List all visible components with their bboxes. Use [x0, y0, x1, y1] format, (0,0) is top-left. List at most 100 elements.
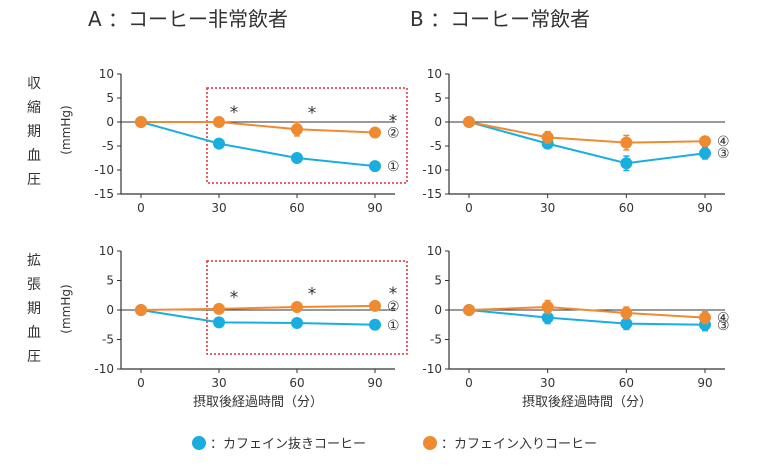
significance-asterisk: *: [389, 112, 398, 132]
y-tick-label: 0: [106, 303, 114, 317]
significance-box: [206, 260, 408, 355]
row-label-char: 圧: [27, 172, 41, 188]
row-label-char: 期: [27, 124, 41, 140]
y-tick-label: 5: [434, 91, 442, 105]
data-point: [135, 116, 147, 128]
data-point: [369, 318, 381, 331]
data-point: [213, 137, 225, 150]
x-tick-label: 60: [619, 201, 634, 215]
series-marker-label: ②: [387, 126, 400, 142]
y-tick-label: 10: [427, 244, 442, 258]
y-tick-label: 10: [99, 67, 114, 81]
x-tick-label: 90: [367, 201, 382, 215]
data-point: [699, 311, 711, 324]
y-tick-label: -5: [430, 333, 442, 347]
series-marker-label: ③: [717, 146, 730, 162]
y-tick-label: 5: [106, 91, 114, 105]
data-point: [620, 157, 633, 170]
row-label-char: 収: [27, 76, 41, 92]
series-line: [468, 121, 706, 165]
significance-box: [206, 87, 408, 184]
data-point: [699, 147, 711, 160]
data-point: [620, 136, 633, 149]
x-tick-label: 30: [211, 201, 226, 215]
y-axis-unit-label: (mmHg): [59, 105, 73, 154]
series-caffeine: ④: [463, 299, 730, 327]
series-marker-label: ③: [717, 318, 730, 334]
data-point: [291, 123, 303, 136]
x-axis-label: 摂取後経過時間（分）: [522, 394, 652, 410]
significance-asterisk: *: [230, 288, 239, 308]
x-tick-label: 0: [137, 376, 145, 390]
row-label-char: 縮: [27, 100, 41, 116]
x-tick-label: 30: [540, 376, 555, 390]
series-marker-label: ④: [717, 134, 730, 150]
series-marker-label: ②: [387, 299, 400, 315]
y-tick-label: 10: [427, 67, 442, 81]
data-point: [213, 302, 225, 315]
panel-title: B ：コーヒー常飲者: [410, 7, 590, 31]
data-point: [620, 306, 633, 319]
panel-B-bottom: 10 5 0 -5 -10 0 30 60 90 摂取後経過時間（分） ③④: [422, 244, 729, 410]
y-tick-label: -5: [102, 139, 114, 153]
x-tick-label: 0: [137, 201, 145, 215]
data-point: [699, 135, 711, 148]
y-tick-label: 10: [99, 244, 114, 258]
significance-asterisk: *: [308, 103, 317, 123]
data-point: [369, 299, 381, 312]
series-caffeine: ④: [463, 116, 730, 151]
y-tick-label: -15: [422, 187, 442, 201]
panel-title: A ：コーヒー非常飲者: [88, 7, 288, 31]
legend: ：カフェイン抜きコーヒー ：カフェイン入りコーヒー: [192, 436, 597, 452]
series-line: [468, 121, 706, 144]
x-tick-label: 60: [289, 376, 304, 390]
data-point: [541, 311, 554, 324]
y-tick-label: 0: [434, 115, 442, 129]
series-marker-label: ①: [387, 159, 400, 175]
significance-asterisk: *: [308, 285, 317, 305]
y-axis-unit-label: (mmHg): [59, 284, 73, 333]
y-tick-label: -5: [102, 333, 114, 347]
y-tick-label: 0: [106, 115, 114, 129]
data-point: [463, 304, 475, 316]
data-point: [135, 304, 147, 316]
data-point: [213, 316, 225, 329]
series-line: [468, 309, 706, 326]
data-point: [369, 126, 381, 139]
x-tick-label: 90: [697, 376, 712, 390]
row-label-char: 血: [27, 325, 41, 341]
series-line: [140, 121, 376, 168]
x-tick-label: 30: [211, 376, 226, 390]
x-tick-label: 60: [289, 201, 304, 215]
series-line: [140, 309, 376, 326]
significance-asterisk: *: [230, 103, 239, 123]
series-marker-label: ④: [717, 311, 730, 327]
series-line: [468, 306, 706, 319]
series-marker-label: ①: [387, 318, 400, 334]
y-tick-label: 5: [434, 274, 442, 288]
y-tick-label: 0: [434, 303, 442, 317]
row-label-char: 期: [27, 301, 41, 317]
row-label-char: 張: [27, 277, 41, 293]
x-tick-label: 0: [465, 376, 473, 390]
x-tick-label: 0: [465, 201, 473, 215]
y-tick-label: -5: [430, 139, 442, 153]
y-tick-label: -10: [94, 362, 114, 376]
y-tick-label: -10: [422, 163, 442, 177]
y-tick-label: -10: [422, 362, 442, 376]
row-label-char: 拡: [27, 253, 41, 269]
legend-marker-decaf: [192, 436, 206, 450]
data-point: [541, 131, 554, 144]
series-caffeine: ②: [135, 116, 400, 142]
significance-asterisk: *: [389, 284, 398, 304]
data-point: [463, 116, 475, 128]
data-point: [291, 152, 303, 164]
x-tick-label: 60: [619, 376, 634, 390]
series-decaf: ①: [135, 116, 400, 175]
data-point: [291, 316, 303, 329]
